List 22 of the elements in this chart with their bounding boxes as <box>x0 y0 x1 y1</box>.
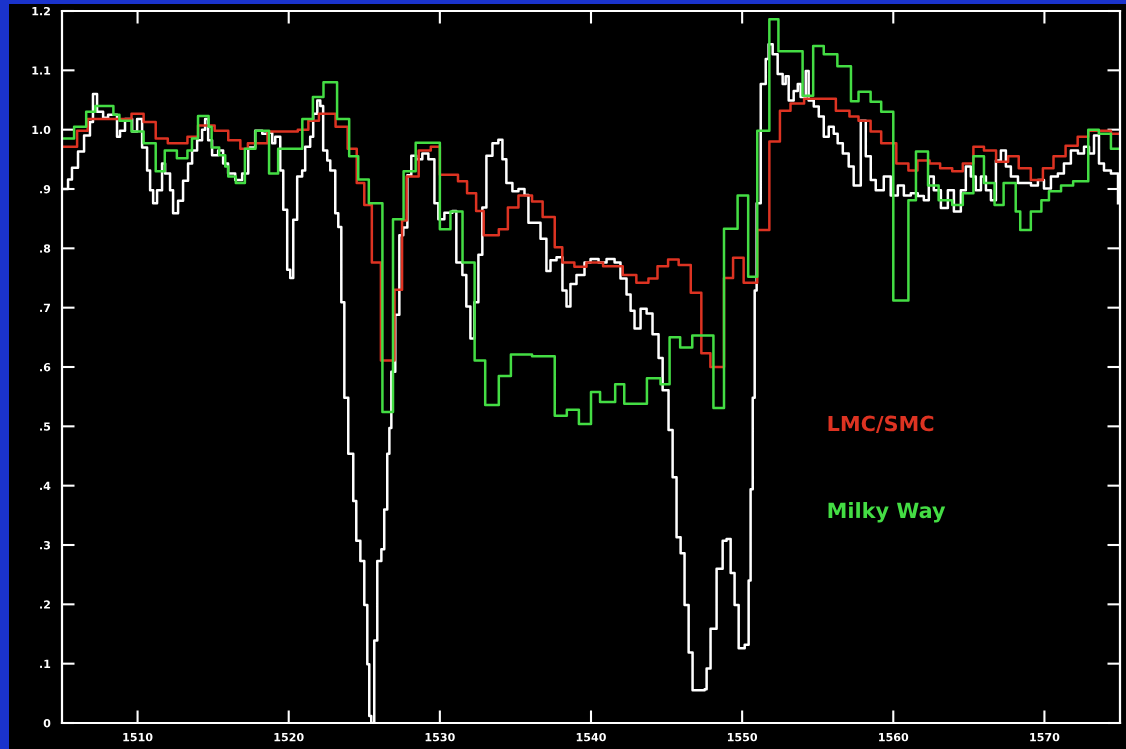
x-tick-label: 1570 <box>1030 732 1060 742</box>
y-tick-label: .9 <box>40 184 51 194</box>
y-tick-label: .5 <box>40 422 51 431</box>
y-tick-label: 0 <box>43 718 51 728</box>
x-tick-label: 1540 <box>576 732 606 742</box>
y-tick-label: .2 <box>40 600 50 609</box>
y-tick-label: 1.2 <box>32 6 50 16</box>
x-tick-label: 1530 <box>425 732 455 742</box>
y-tick-label: 1.1 <box>32 66 51 75</box>
text: Milky Way <box>828 502 946 523</box>
x-tick-label: 1510 <box>123 732 153 742</box>
y-tick-label: .1 <box>40 659 51 668</box>
y-tick-label: 1.0 <box>32 125 51 135</box>
x-tick-label: 1520 <box>274 732 304 742</box>
y-tick-label: .8 <box>40 244 51 253</box>
x-tick-label: 1560 <box>879 732 909 742</box>
x-tick-label: 1550 <box>727 732 758 742</box>
text: LMC/SMC <box>828 415 934 433</box>
y-tick-label: .6 <box>40 362 51 372</box>
y-tick-label: .4 <box>40 481 51 490</box>
y-tick-label: .7 <box>40 303 51 312</box>
y-tick-label: .3 <box>40 540 51 550</box>
